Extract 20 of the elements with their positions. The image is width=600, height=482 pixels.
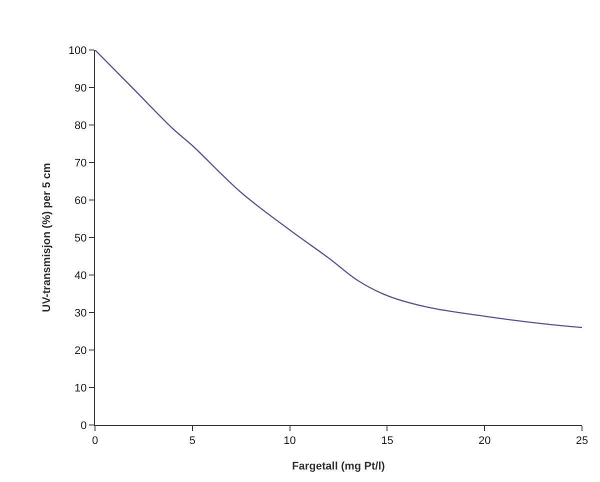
y-axis-title: UV-transmisjon (%) per 5 cm (41, 162, 54, 312)
y-tick-label: 30 (74, 307, 87, 320)
y-tick-label: 10 (74, 382, 87, 394)
y-tick-label: 40 (74, 270, 87, 282)
y-tick-label: 100 (68, 44, 87, 57)
y-tick-label: 50 (74, 232, 87, 244)
y-tick-label: 80 (74, 120, 87, 132)
y-tick-label: 60 (74, 194, 87, 207)
line-series (95, 50, 582, 328)
x-tick-label: 25 (576, 435, 588, 448)
x-tick-label: 10 (284, 435, 296, 448)
x-tick-label: 0 (92, 435, 98, 448)
x-tick-label: 20 (478, 435, 491, 448)
x-tick-label: 5 (189, 435, 196, 448)
y-tick-label: 0 (80, 420, 87, 432)
y-tick-label: 90 (74, 82, 87, 94)
x-axis-title: Fargetall (mg Pt/l) (292, 460, 386, 472)
y-tick-label: 20 (74, 344, 87, 357)
y-tick-label: 70 (74, 157, 87, 170)
x-tick-label: 15 (381, 435, 394, 448)
